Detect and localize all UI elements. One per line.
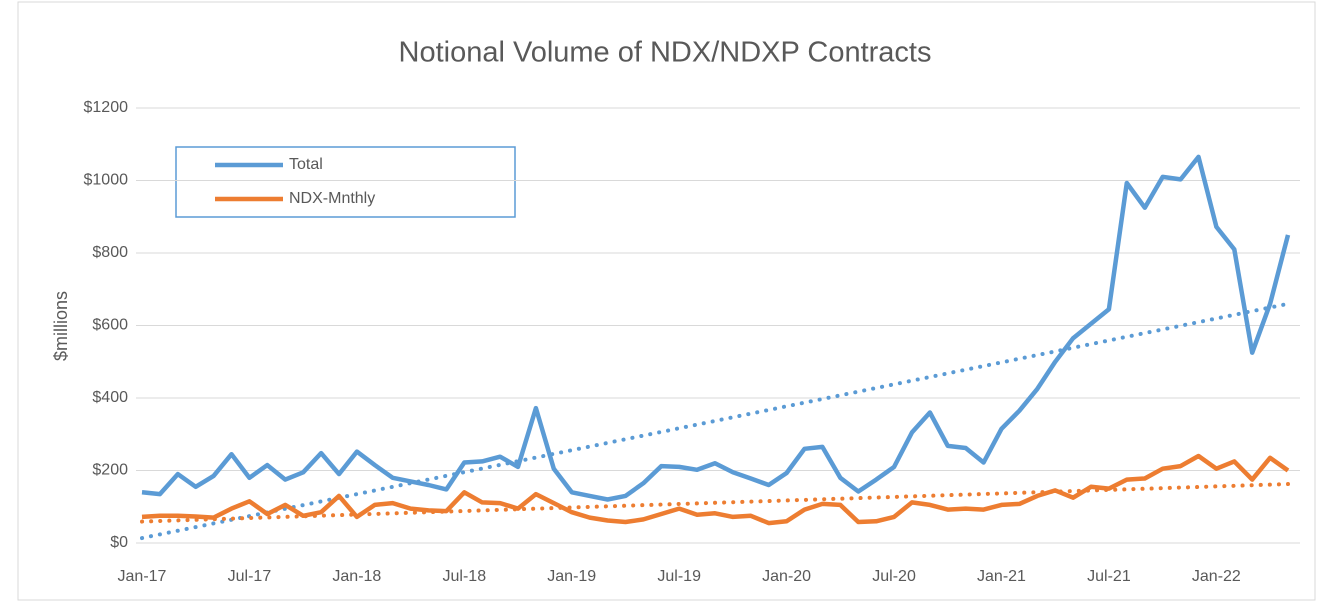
x-tick-label: Jul-17 — [228, 568, 272, 585]
data-line — [141, 453, 1290, 526]
y-axis-label: $millions — [51, 291, 71, 361]
y-tick-label: $600 — [92, 317, 128, 334]
trendline — [140, 301, 1290, 541]
x-tick-label: Jul-20 — [872, 568, 916, 585]
y-tick-label: $800 — [92, 244, 128, 261]
y-tick-label: $0 — [110, 534, 128, 551]
chart-frame — [17, 1, 1316, 601]
x-tick-label: Jan-17 — [118, 568, 167, 585]
x-tick-label: Jul-19 — [657, 568, 701, 585]
legend-box — [175, 146, 516, 218]
y-tick-label: $1000 — [84, 172, 129, 189]
x-tick-label: Jul-21 — [1087, 568, 1131, 585]
y-tick-label: $400 — [92, 389, 128, 406]
trendline — [140, 482, 1290, 524]
legend-label: NDX-Mnthly — [289, 190, 375, 207]
y-tick-label: $1200 — [84, 99, 129, 116]
legend-label: Total — [289, 156, 323, 173]
y-tick-label: $200 — [92, 462, 128, 479]
x-tick-label: Jan-18 — [332, 568, 381, 585]
data-line — [141, 154, 1291, 502]
chart-title: Notional Volume of NDX/NDXP Contracts — [399, 37, 932, 69]
x-tick-label: Jan-22 — [1192, 568, 1241, 585]
x-tick-label: Jan-20 — [762, 568, 811, 585]
x-tick-label: Jul-18 — [443, 568, 487, 585]
x-tick-label: Jan-21 — [977, 568, 1026, 585]
x-tick-label: Jan-19 — [547, 568, 596, 585]
